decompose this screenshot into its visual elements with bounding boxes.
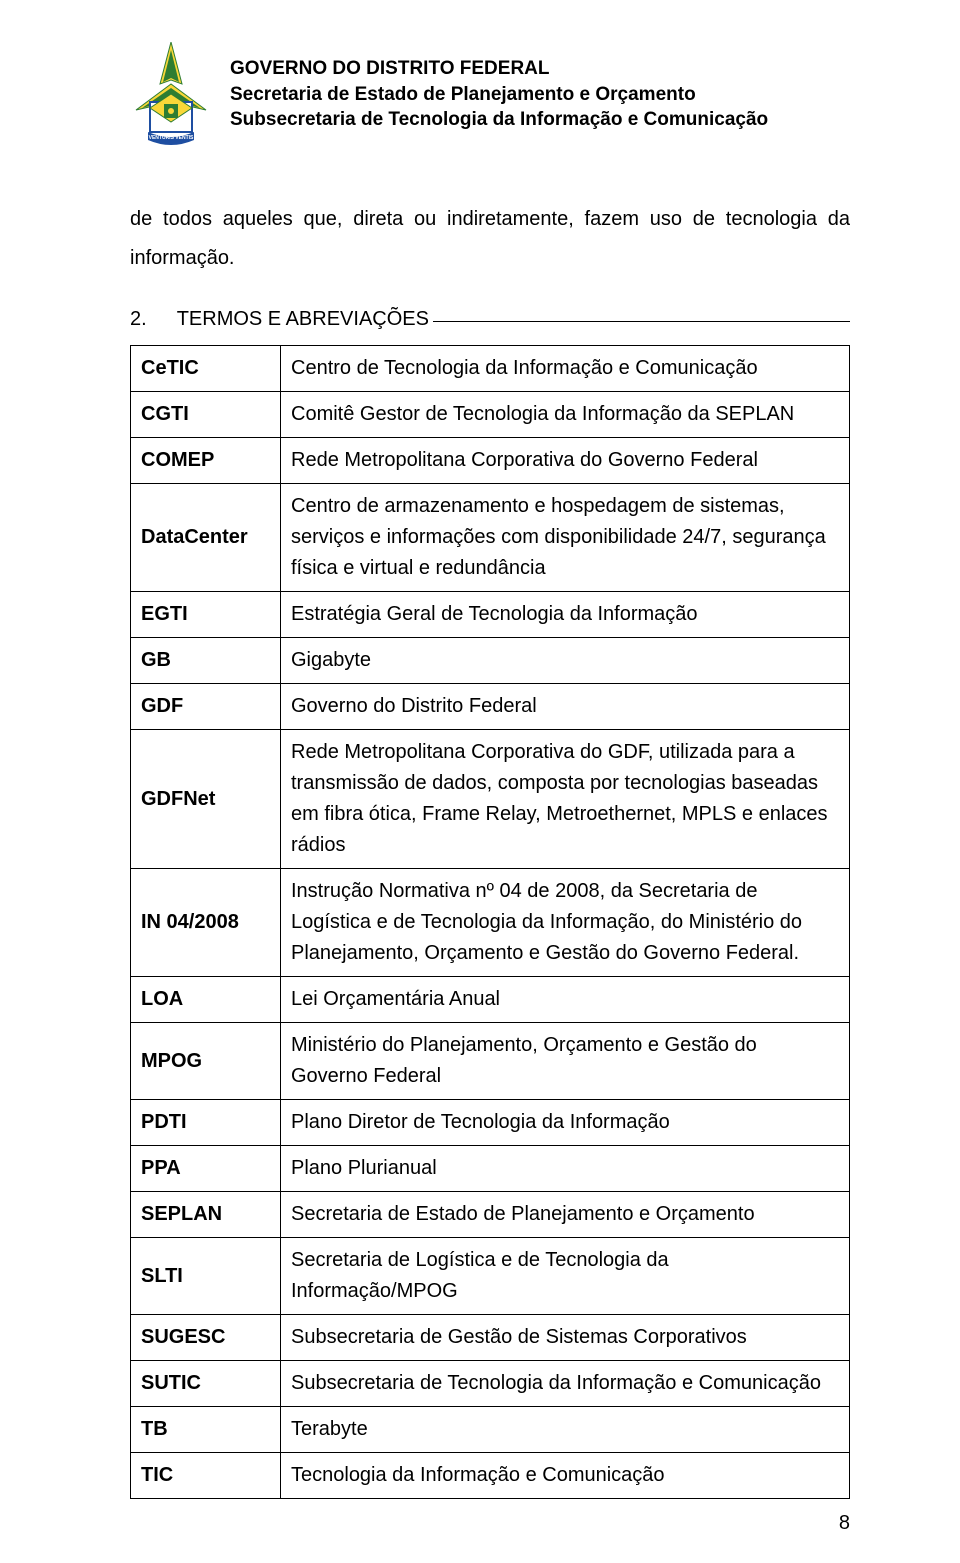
document-header: VENTURIS VENTIS GOVERNO DO DISTRITO FEDE… [130,42,850,152]
desc-cell: Rede Metropolitana Corporativa do GDF, u… [281,730,850,869]
intro-paragraph: de todos aqueles que, direta ou indireta… [130,200,850,278]
header-line-2: Secretaria de Estado de Planejamento e O… [230,82,768,108]
header-text-block: GOVERNO DO DISTRITO FEDERAL Secretaria d… [230,42,768,133]
term-cell: GDFNet [131,730,281,869]
desc-cell: Rede Metropolitana Corporativa do Govern… [281,438,850,484]
table-row: SUGESCSubsecretaria de Gestão de Sistema… [131,1315,850,1361]
term-cell: EGTI [131,592,281,638]
desc-cell: Subsecretaria de Gestão de Sistemas Corp… [281,1315,850,1361]
abbreviations-table: CeTICCentro de Tecnologia da Informação … [130,345,850,1499]
term-cell: SEPLAN [131,1192,281,1238]
term-cell: CeTIC [131,346,281,392]
term-cell: PPA [131,1146,281,1192]
term-cell: GB [131,638,281,684]
desc-cell: Plano Diretor de Tecnologia da Informaçã… [281,1100,850,1146]
desc-cell: Secretaria de Estado de Planejamento e O… [281,1192,850,1238]
table-row: SEPLANSecretaria de Estado de Planejamen… [131,1192,850,1238]
gdf-logo: VENTURIS VENTIS [130,42,212,152]
desc-cell: Plano Plurianual [281,1146,850,1192]
desc-cell: Centro de armazenamento e hospedagem de … [281,484,850,592]
table-row: PPAPlano Plurianual [131,1146,850,1192]
desc-cell: Estratégia Geral de Tecnologia da Inform… [281,592,850,638]
desc-cell: Instrução Normativa nº 04 de 2008, da Se… [281,869,850,977]
table-row: MPOGMinistério do Planejamento, Orçament… [131,1023,850,1100]
table-row: SUTICSubsecretaria de Tecnologia da Info… [131,1361,850,1407]
desc-cell: Terabyte [281,1407,850,1453]
table-row: TICTecnologia da Informação e Comunicaçã… [131,1453,850,1499]
table-row: IN 04/2008Instrução Normativa nº 04 de 2… [131,869,850,977]
table-row: PDTIPlano Diretor de Tecnologia da Infor… [131,1100,850,1146]
table-row: GBGigabyte [131,638,850,684]
desc-cell: Governo do Distrito Federal [281,684,850,730]
desc-cell: Gigabyte [281,638,850,684]
section-underline [433,321,850,322]
term-cell: PDTI [131,1100,281,1146]
desc-cell: Lei Orçamentária Anual [281,977,850,1023]
term-cell: COMEP [131,438,281,484]
table-row: LOALei Orçamentária Anual [131,977,850,1023]
term-cell: CGTI [131,392,281,438]
desc-cell: Centro de Tecnologia da Informação e Com… [281,346,850,392]
section-number: 2. [130,308,147,331]
table-row: CeTICCentro de Tecnologia da Informação … [131,346,850,392]
term-cell: IN 04/2008 [131,869,281,977]
desc-cell: Tecnologia da Informação e Comunicação [281,1453,850,1499]
desc-cell: Ministério do Planejamento, Orçamento e … [281,1023,850,1100]
table-row: TBTerabyte [131,1407,850,1453]
svg-text:VENTURIS VENTIS: VENTURIS VENTIS [149,135,194,141]
header-line-1: GOVERNO DO DISTRITO FEDERAL [230,56,768,82]
page-number: 8 [839,1512,850,1535]
desc-cell: Subsecretaria de Tecnologia da Informaçã… [281,1361,850,1407]
term-cell: LOA [131,977,281,1023]
table-row: SLTISecretaria de Logística e de Tecnolo… [131,1238,850,1315]
table-row: COMEPRede Metropolitana Corporativa do G… [131,438,850,484]
term-cell: SUGESC [131,1315,281,1361]
table-row: CGTIComitê Gestor de Tecnologia da Infor… [131,392,850,438]
desc-cell: Comitê Gestor de Tecnologia da Informaçã… [281,392,850,438]
term-cell: DataCenter [131,484,281,592]
term-cell: SUTIC [131,1361,281,1407]
section-title: TERMOS E ABREVIAÇÕES [177,308,429,331]
term-cell: TIC [131,1453,281,1499]
term-cell: SLTI [131,1238,281,1315]
table-row: DataCenterCentro de armazenamento e hosp… [131,484,850,592]
table-row: GDFNetRede Metropolitana Corporativa do … [131,730,850,869]
section-heading: 2. TERMOS E ABREVIAÇÕES [130,308,850,331]
term-cell: GDF [131,684,281,730]
header-line-3: Subsecretaria de Tecnologia da Informaçã… [230,107,768,133]
term-cell: MPOG [131,1023,281,1100]
table-row: EGTIEstratégia Geral de Tecnologia da In… [131,592,850,638]
term-cell: TB [131,1407,281,1453]
table-row: GDFGoverno do Distrito Federal [131,684,850,730]
desc-cell: Secretaria de Logística e de Tecnologia … [281,1238,850,1315]
